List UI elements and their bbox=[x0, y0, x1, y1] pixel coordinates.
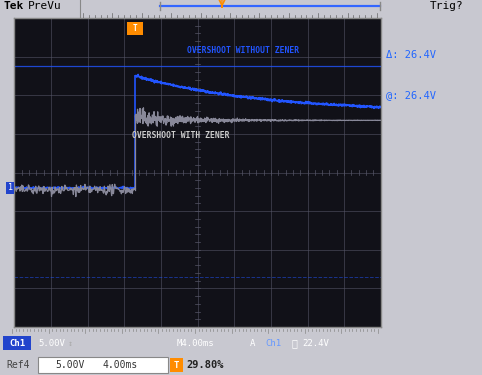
FancyBboxPatch shape bbox=[127, 22, 144, 35]
Text: Ch1: Ch1 bbox=[265, 339, 281, 348]
Text: Ch1: Ch1 bbox=[9, 339, 25, 348]
Text: 29.80%: 29.80% bbox=[186, 360, 224, 370]
Text: A: A bbox=[250, 339, 255, 348]
FancyBboxPatch shape bbox=[170, 358, 183, 372]
Text: 4.00ms: 4.00ms bbox=[102, 360, 138, 370]
Text: Ref4: Ref4 bbox=[6, 360, 29, 370]
Text: M4.00ms: M4.00ms bbox=[176, 339, 214, 348]
Text: @: 26.4V: @: 26.4V bbox=[386, 90, 436, 100]
Text: ∯: ∯ bbox=[292, 338, 298, 348]
Text: T: T bbox=[131, 24, 136, 33]
Text: OVERSHOOT WITH ZENER: OVERSHOOT WITH ZENER bbox=[132, 131, 229, 140]
Text: Δ: 26.4V: Δ: 26.4V bbox=[386, 50, 436, 60]
FancyBboxPatch shape bbox=[38, 357, 168, 373]
Text: T: T bbox=[219, 0, 225, 9]
Text: 1: 1 bbox=[8, 183, 13, 192]
Text: PreVu: PreVu bbox=[28, 1, 62, 11]
Text: 5.00V: 5.00V bbox=[38, 339, 65, 348]
FancyBboxPatch shape bbox=[3, 336, 31, 350]
Text: 5.00V: 5.00V bbox=[55, 360, 85, 370]
Text: Trig?: Trig? bbox=[430, 1, 464, 11]
Text: ↕: ↕ bbox=[68, 339, 73, 348]
Text: 22.4V: 22.4V bbox=[302, 339, 329, 348]
Text: Tek: Tek bbox=[4, 1, 24, 11]
Text: T: T bbox=[174, 360, 179, 369]
Text: OVERSHOOT WITHOUT ZENER: OVERSHOOT WITHOUT ZENER bbox=[187, 46, 299, 56]
Text: T: T bbox=[133, 24, 138, 33]
